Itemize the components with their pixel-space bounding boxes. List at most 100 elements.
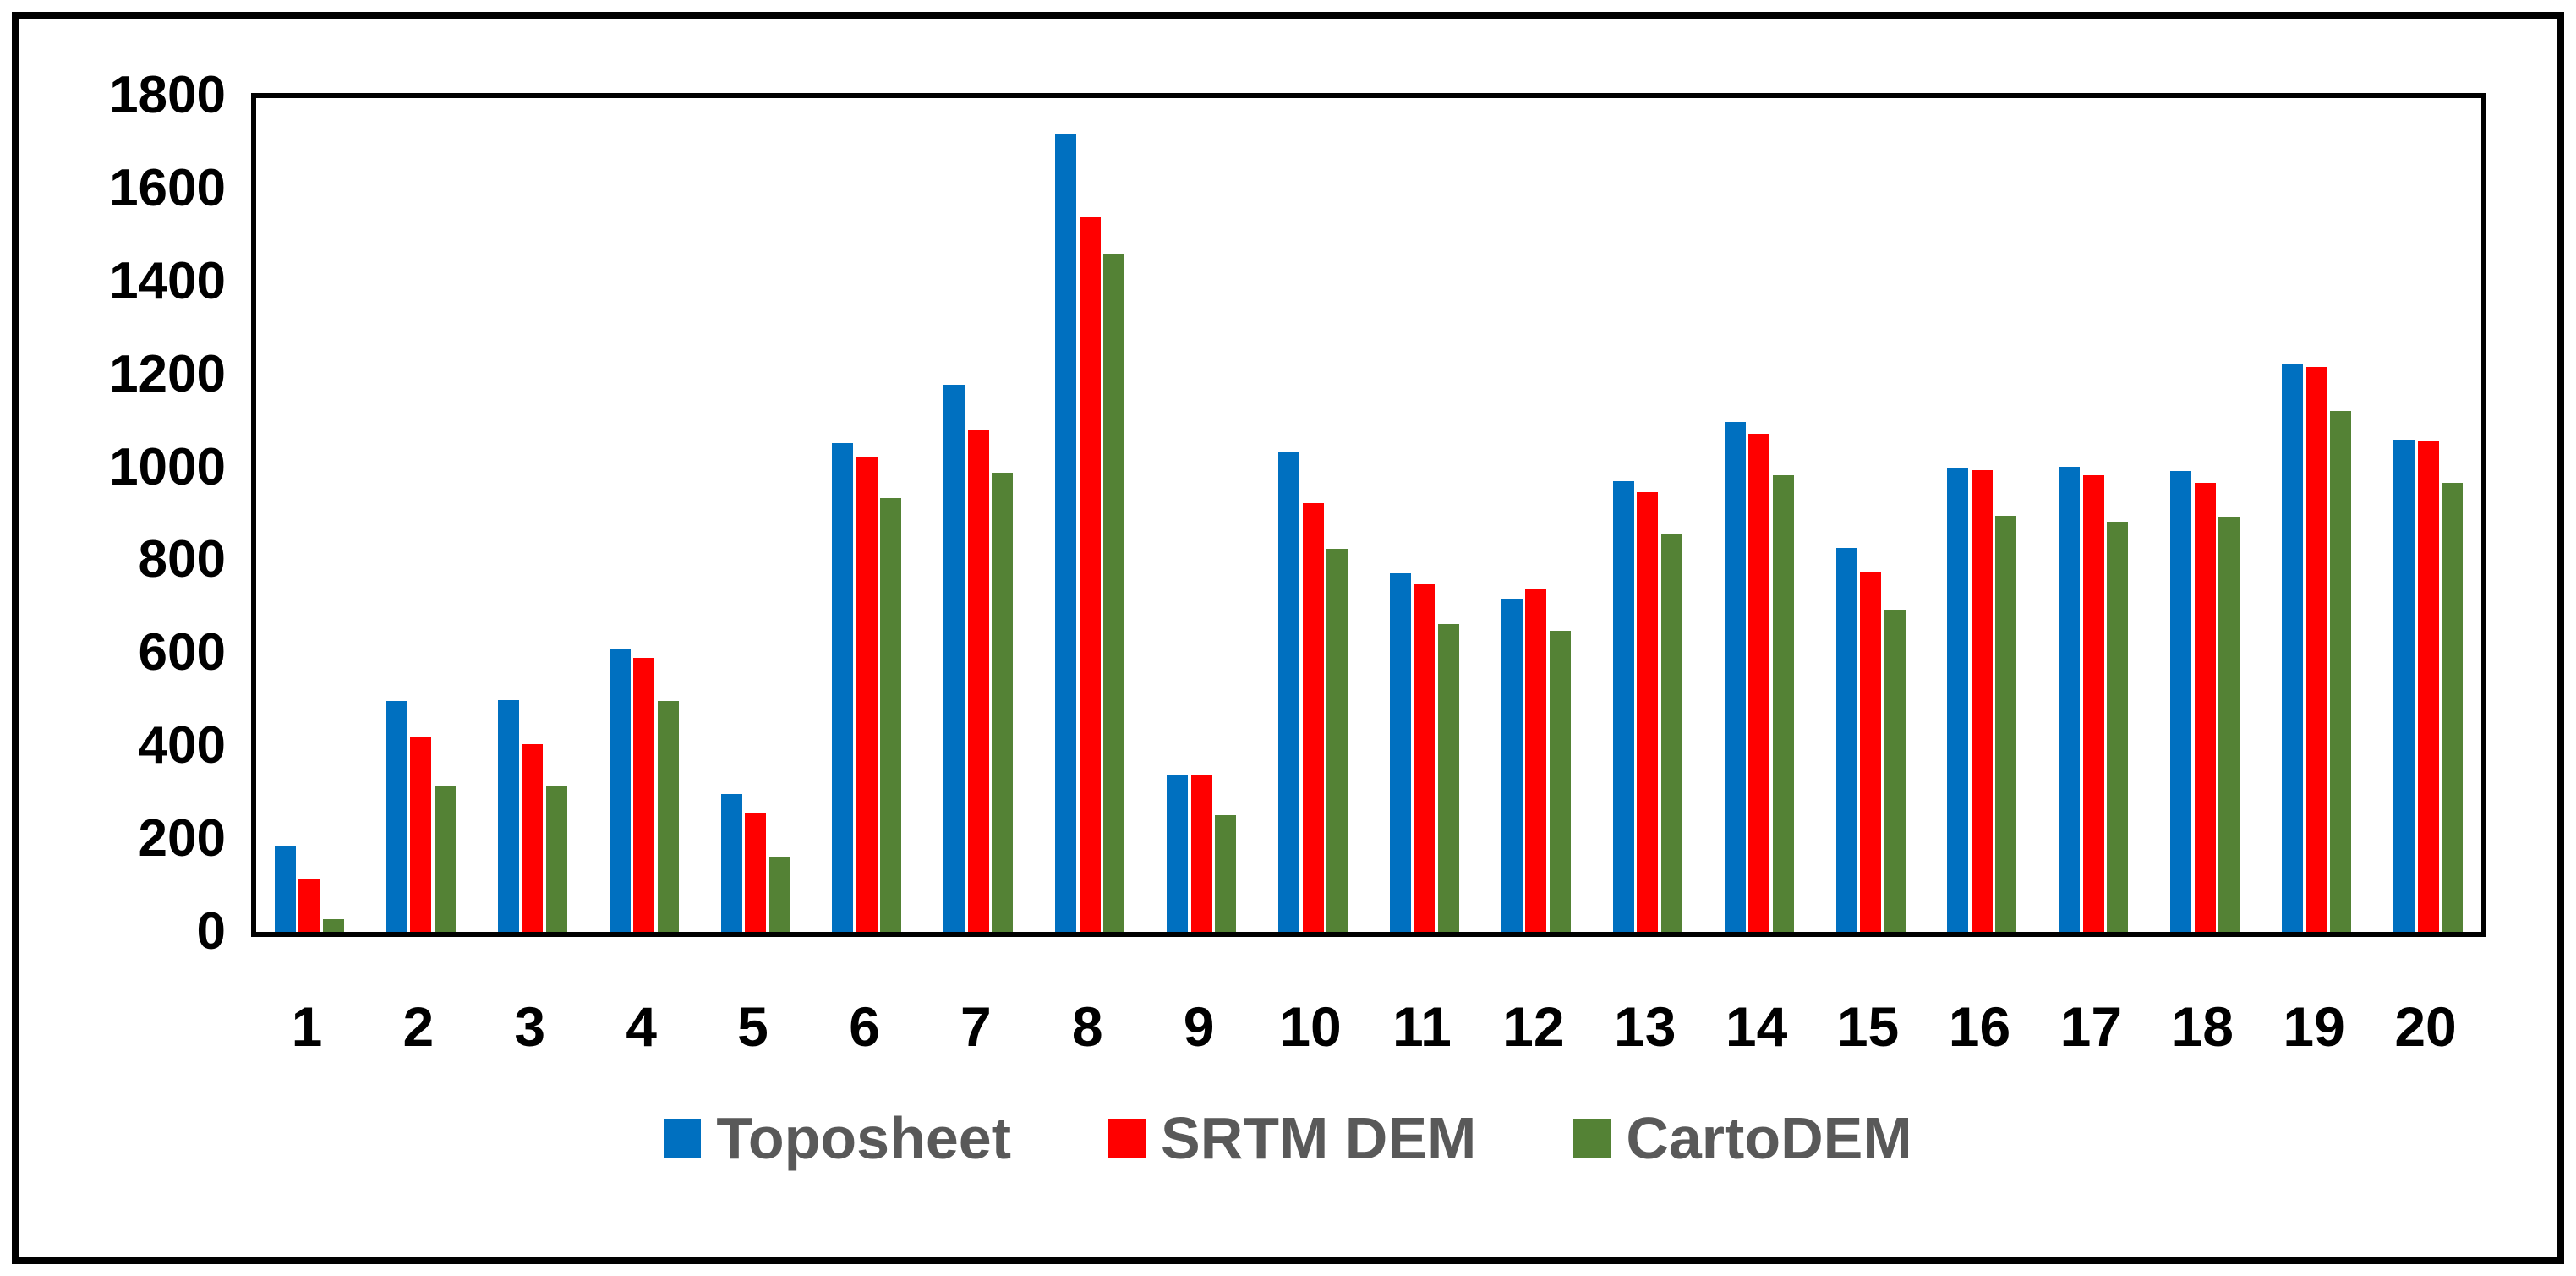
x-tick-label-17: 17 <box>2059 995 2123 1058</box>
y-tick-label-1000: 1000 <box>109 437 226 496</box>
bar-srtm-dem-cat5 <box>745 813 766 932</box>
x-tick-label-7: 7 <box>960 995 992 1058</box>
bar-srtm-dem-cat14 <box>1748 433 1769 932</box>
bar-cartodem-cat6 <box>880 497 901 932</box>
bar-toposheet-cat13 <box>1613 481 1634 932</box>
bar-cartodem-cat19 <box>2330 411 2351 932</box>
bar-toposheet-cat3 <box>498 699 519 932</box>
bar-cartodem-cat11 <box>1438 623 1459 932</box>
y-tick-label-800: 800 <box>138 530 226 589</box>
bar-srtm-dem-cat16 <box>1972 469 1993 932</box>
bar-toposheet-cat4 <box>610 649 631 932</box>
bar-cartodem-cat1 <box>323 918 344 932</box>
legend-swatch-icon <box>1108 1119 1146 1158</box>
plot-area-border <box>251 93 2486 937</box>
legend-swatch-icon <box>664 1119 702 1158</box>
bar-srtm-dem-cat17 <box>2083 475 2104 932</box>
x-tick-label-12: 12 <box>1502 995 1565 1058</box>
bar-cartodem-cat14 <box>1773 474 1794 932</box>
x-tick-label-16: 16 <box>1948 995 2011 1058</box>
bar-toposheet-cat17 <box>2059 467 2080 932</box>
bar-srtm-dem-cat12 <box>1525 588 1546 932</box>
x-tick-label-5: 5 <box>737 995 768 1058</box>
legend: Toposheet SRTM DEM CartoDEM <box>0 1106 2576 1170</box>
bar-cartodem-cat5 <box>769 857 790 932</box>
bar-srtm-dem-cat1 <box>298 879 320 932</box>
bar-toposheet-cat6 <box>832 442 853 932</box>
bar-srtm-dem-cat4 <box>633 658 654 932</box>
bar-srtm-dem-cat6 <box>856 456 878 932</box>
bar-toposheet-cat11 <box>1390 572 1411 932</box>
bar-toposheet-cat9 <box>1167 775 1188 932</box>
bar-toposheet-cat18 <box>2170 470 2191 932</box>
bar-cartodem-cat3 <box>546 785 567 932</box>
legend-label: SRTM DEM <box>1161 1105 1477 1171</box>
legend-item-cartodem: CartoDEM <box>1573 1105 1912 1171</box>
bar-srtm-dem-cat18 <box>2195 483 2216 932</box>
bar-srtm-dem-cat20 <box>2418 441 2439 932</box>
bar-cartodem-cat20 <box>2442 483 2463 932</box>
x-tick-label-8: 8 <box>1071 995 1103 1058</box>
bar-toposheet-cat12 <box>1501 599 1523 932</box>
bar-toposheet-cat16 <box>1947 468 1968 932</box>
x-tick-label-14: 14 <box>1725 995 1788 1058</box>
bar-srtm-dem-cat15 <box>1860 572 1881 932</box>
x-tick-label-1: 1 <box>291 995 323 1058</box>
bar-srtm-dem-cat8 <box>1080 216 1101 932</box>
bar-srtm-dem-cat7 <box>968 430 989 932</box>
bar-toposheet-cat14 <box>1725 422 1746 932</box>
y-tick-label-400: 400 <box>138 716 226 775</box>
x-tick-label-13: 13 <box>1614 995 1676 1058</box>
x-tick-label-19: 19 <box>2283 995 2345 1058</box>
bar-cartodem-cat17 <box>2107 521 2128 932</box>
bar-srtm-dem-cat19 <box>2306 366 2327 932</box>
x-tick-label-18: 18 <box>2171 995 2234 1058</box>
bar-cartodem-cat10 <box>1326 549 1348 932</box>
x-tick-label-3: 3 <box>514 995 546 1058</box>
x-tick-label-2: 2 <box>402 995 435 1058</box>
bar-cartodem-cat15 <box>1884 610 1906 932</box>
legend-item-toposheet: Toposheet <box>664 1106 1011 1170</box>
bar-cartodem-cat18 <box>2218 516 2240 932</box>
bar-toposheet-cat20 <box>2393 440 2415 932</box>
x-tick-label-10: 10 <box>1279 995 1342 1058</box>
bar-cartodem-cat9 <box>1215 815 1236 932</box>
bar-toposheet-cat7 <box>943 384 965 932</box>
legend-label: Toposheet <box>716 1105 1012 1171</box>
bar-srtm-dem-cat11 <box>1414 584 1435 932</box>
y-tick-label-0: 0 <box>196 902 226 961</box>
bar-cartodem-cat8 <box>1103 253 1124 932</box>
y-tick-label-200: 200 <box>138 809 226 868</box>
bar-toposheet-cat2 <box>386 700 407 932</box>
x-tick-label-20: 20 <box>2394 995 2457 1058</box>
bar-cartodem-cat16 <box>1995 515 2016 932</box>
bar-cartodem-cat4 <box>658 701 679 932</box>
x-tick-label-6: 6 <box>849 995 880 1058</box>
bar-srtm-dem-cat3 <box>522 744 543 932</box>
legend-label: CartoDEM <box>1626 1105 1912 1171</box>
bar-cartodem-cat13 <box>1661 534 1682 932</box>
x-tick-label-11: 11 <box>1392 995 1452 1058</box>
y-tick-label-600: 600 <box>138 623 226 682</box>
legend-item-srtm-dem: SRTM DEM <box>1108 1106 1476 1170</box>
bar-toposheet-cat8 <box>1055 134 1076 932</box>
x-tick-label-15: 15 <box>1836 995 1900 1058</box>
bar-toposheet-cat10 <box>1278 452 1299 932</box>
bar-cartodem-cat7 <box>992 473 1013 932</box>
bar-toposheet-cat5 <box>721 793 742 932</box>
y-tick-label-1600: 1600 <box>109 158 226 217</box>
bar-srtm-dem-cat9 <box>1191 774 1212 932</box>
y-tick-label-1200: 1200 <box>109 344 226 403</box>
bar-toposheet-cat19 <box>2282 364 2303 932</box>
bar-toposheet-cat1 <box>275 845 296 932</box>
x-tick-label-4: 4 <box>626 995 657 1058</box>
y-tick-label-1800: 1800 <box>109 66 226 124</box>
bar-cartodem-cat2 <box>435 785 456 932</box>
y-tick-label-1400: 1400 <box>109 251 226 310</box>
bar-cartodem-cat12 <box>1550 630 1571 932</box>
bar-srtm-dem-cat2 <box>410 737 431 932</box>
bar-srtm-dem-cat13 <box>1637 492 1658 932</box>
legend-swatch-icon <box>1573 1119 1611 1158</box>
bar-srtm-dem-cat10 <box>1303 502 1324 932</box>
